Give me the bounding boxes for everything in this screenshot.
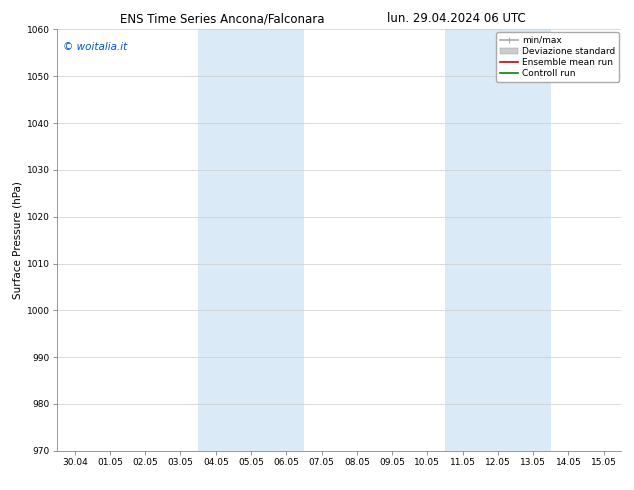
Text: © woitalia.it: © woitalia.it	[63, 42, 127, 52]
Text: ENS Time Series Ancona/Falconara: ENS Time Series Ancona/Falconara	[120, 12, 324, 25]
Bar	[198, 29, 304, 451]
Y-axis label: Surface Pressure (hPa): Surface Pressure (hPa)	[13, 181, 23, 299]
Text: lun. 29.04.2024 06 UTC: lun. 29.04.2024 06 UTC	[387, 12, 526, 25]
Legend: min/max, Deviazione standard, Ensemble mean run, Controll run: min/max, Deviazione standard, Ensemble m…	[496, 32, 619, 82]
Bar	[445, 29, 551, 451]
